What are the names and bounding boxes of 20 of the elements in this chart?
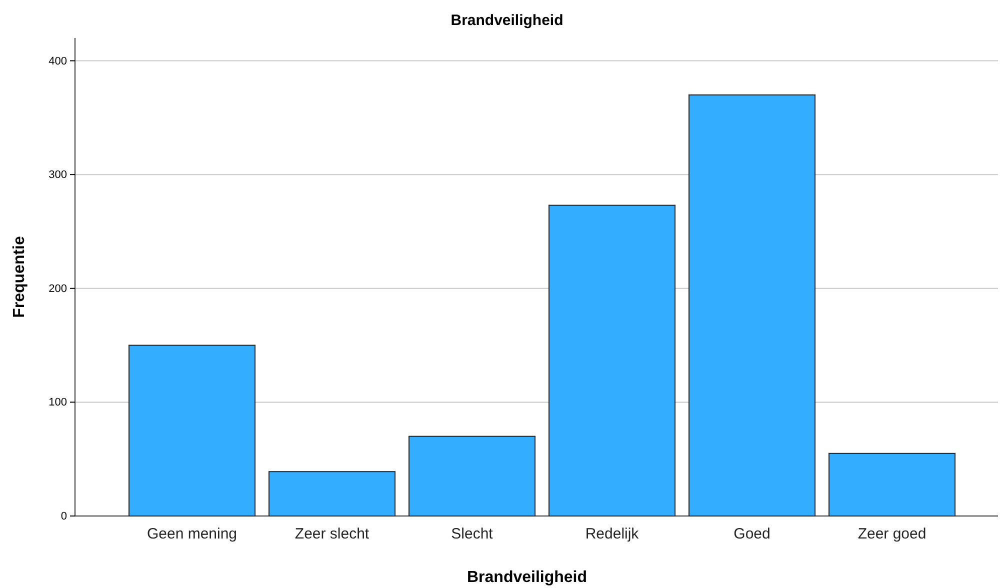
- x-tick-label: Slecht: [451, 526, 494, 543]
- y-tick-label: 400: [48, 55, 67, 68]
- x-tick-label: Zeer goed: [858, 526, 926, 543]
- y-tick-label: 100: [48, 396, 67, 409]
- x-tick-label: Goed: [734, 526, 770, 543]
- bar: [268, 471, 396, 516]
- y-tick-label: 0: [60, 510, 67, 523]
- bar: [688, 94, 816, 516]
- chart-title: Brandveiligheid: [450, 12, 564, 29]
- bar: [828, 452, 956, 516]
- x-tick-label: Geen mening: [146, 526, 238, 543]
- y-tick-label: 300: [48, 169, 67, 182]
- bar: [128, 344, 256, 516]
- x-axis-title: Brandveiligheid: [466, 569, 588, 586]
- bar: [408, 436, 536, 516]
- y-tick-label: 200: [48, 282, 67, 295]
- x-tick-label: Zeer slecht: [294, 526, 370, 543]
- x-tick-label: Redelijk: [585, 526, 640, 543]
- y-axis-title: Frequentie: [11, 236, 28, 318]
- bar: [548, 204, 676, 516]
